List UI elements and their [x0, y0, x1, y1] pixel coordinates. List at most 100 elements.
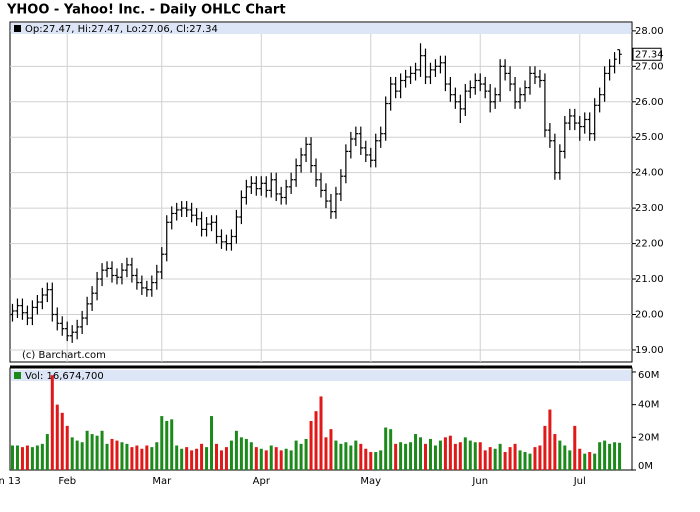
y-tick-label: 24.00 — [635, 168, 664, 179]
volume-bar — [95, 435, 99, 470]
volume-bar — [75, 440, 79, 470]
volume-swatch — [14, 372, 21, 379]
volume-bar — [55, 404, 59, 470]
volume-bar — [578, 448, 582, 470]
volume-bar — [304, 438, 308, 470]
volume-bar — [573, 425, 577, 470]
volume-bar — [135, 445, 139, 470]
volume-bar — [65, 425, 69, 470]
volume-bar — [468, 440, 472, 470]
volume-bar — [324, 437, 328, 470]
volume-bar — [513, 443, 517, 470]
volume-bar — [145, 445, 149, 470]
volume-bar — [399, 442, 403, 470]
volume-bar — [374, 452, 378, 470]
volume-bar — [289, 450, 293, 470]
volume-bar — [200, 443, 204, 470]
y-tick-label: 25.00 — [635, 132, 664, 143]
volume-bar — [15, 445, 19, 470]
volume-bar — [463, 437, 467, 470]
volume-bar — [414, 434, 418, 470]
volume-bar — [384, 427, 388, 470]
volume-bar — [419, 437, 423, 470]
x-tick-label: Jan 13 — [0, 476, 21, 487]
y-tick-label: 20.00 — [635, 309, 664, 320]
volume-bar — [458, 442, 462, 470]
volume-bar — [70, 437, 74, 470]
volume-bar — [239, 437, 243, 470]
volume-bar — [473, 442, 477, 470]
volume-bar — [369, 452, 373, 470]
volume-bar — [528, 453, 532, 470]
volume-bar — [210, 416, 214, 470]
volume-bar — [190, 450, 194, 470]
volume-bar — [195, 448, 199, 470]
volume-bar — [359, 443, 363, 470]
volume-bar — [568, 450, 572, 470]
ohlc-legend: Op:27.47, Hi:27.47, Lo:27.06, Cl:27.34 — [25, 24, 218, 35]
volume-bar — [155, 442, 159, 470]
volume-bar — [329, 429, 333, 470]
y-tick-label: 26.00 — [635, 97, 664, 108]
legend-strip — [11, 23, 631, 34]
y-tick-label: 21.00 — [635, 274, 664, 285]
volume-bar — [593, 453, 597, 470]
volume-bar — [508, 447, 512, 470]
volume-bar — [40, 443, 44, 470]
volume-bar — [538, 445, 542, 470]
volume-bar — [354, 440, 358, 470]
volume-bar — [60, 412, 64, 470]
x-tick-label: Apr — [253, 476, 271, 487]
volume-bar — [588, 452, 592, 470]
volume-bar — [533, 447, 537, 470]
volume-bar — [90, 434, 94, 470]
volume-bar — [379, 450, 383, 470]
volume-bar — [389, 429, 393, 470]
volume-bar — [478, 442, 482, 470]
y-tick-label: 28.00 — [635, 26, 664, 37]
volume-bar — [349, 445, 353, 470]
volume-bar — [613, 442, 617, 470]
volume-bar — [433, 445, 437, 470]
volume-bar — [299, 443, 303, 470]
volume-bar — [269, 445, 273, 470]
volume-bar — [165, 420, 169, 470]
volume-bar — [254, 447, 258, 470]
credit: (c) Barchart.com — [22, 350, 106, 361]
volume-bar — [543, 425, 547, 470]
volume-bar — [314, 411, 318, 470]
volume-bar — [493, 448, 497, 470]
volume-bar — [603, 440, 607, 470]
y2-tick-label: 60M — [638, 370, 659, 381]
volume-bar — [249, 442, 253, 470]
volume-bar — [334, 440, 338, 470]
legend-swatch — [14, 25, 21, 32]
volume-bar — [553, 434, 557, 470]
volume-bar — [548, 409, 552, 470]
volume-bar — [438, 440, 442, 470]
volume-bar — [488, 447, 492, 470]
volume-bar — [100, 430, 104, 470]
volume-bar — [394, 443, 398, 470]
y2-tick-label: 0M — [638, 461, 653, 472]
volume-bar — [279, 450, 283, 470]
y-tick-label: 23.00 — [635, 203, 664, 214]
volume-bar — [120, 442, 124, 470]
volume-bar — [503, 452, 507, 470]
volume-bar — [205, 447, 209, 470]
volume-bar — [309, 420, 313, 470]
volume-bar — [150, 447, 154, 470]
volume-bar — [498, 443, 502, 470]
volume-bar — [264, 450, 268, 470]
y-tick-label: 27.00 — [635, 61, 664, 72]
volume-bar — [80, 442, 84, 470]
x-tick-label: Jun — [471, 476, 488, 487]
volume-bar — [598, 442, 602, 470]
volume-bar — [344, 442, 348, 470]
y-tick-label: 22.00 — [635, 239, 664, 250]
volume-bar — [608, 443, 612, 470]
volume-bar — [130, 447, 134, 470]
x-tick-label: Jul — [573, 476, 586, 487]
